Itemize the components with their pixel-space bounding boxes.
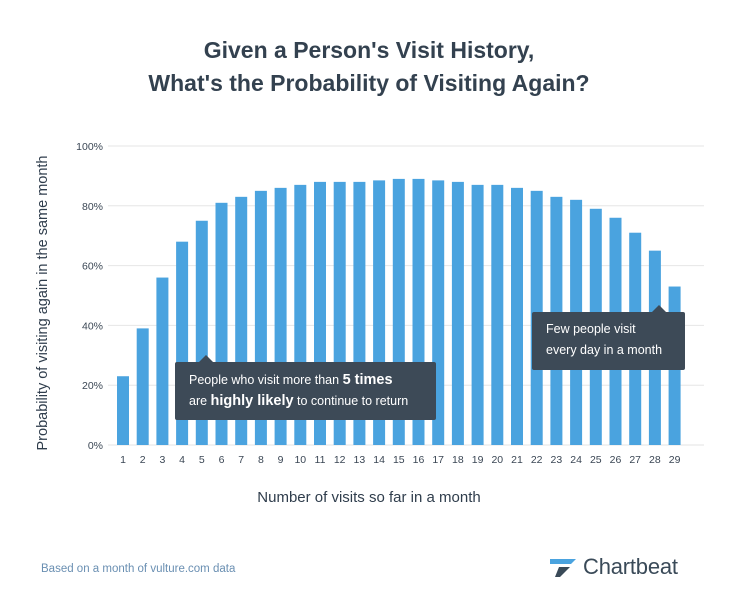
x-tick-label: 10 [294,454,306,466]
y-tick-label: 100% [76,141,103,153]
x-tick-label: 8 [258,454,264,466]
callout-left-emphasis-2: highly likely [210,393,294,409]
callout-left-text-3: to continue to return [293,394,409,408]
callout-daily-visitors: Few people visit every day in a month [532,305,685,370]
x-tick-label: 7 [238,454,244,466]
y-axis-label: Probability of visiting again in the sam… [35,155,51,451]
title-line-1: Given a Person's Visit History, [203,37,535,63]
x-tick-label: 20 [491,454,503,466]
x-tick-label: 9 [278,454,284,466]
x-axis-label-text: Number of visits so far in a month [257,489,481,506]
x-tick-label: 28 [649,454,661,466]
x-tick-label: 11 [315,454,326,466]
callout-left-text-1: People who visit more than [189,373,343,387]
y-tick-label: 60% [82,261,103,273]
y-tick-label: 40% [82,320,103,332]
x-tick-label: 23 [551,454,563,466]
brand-name: Chartbeat [583,554,678,579]
x-tick-label: 14 [373,454,385,466]
y-tick-label: 80% [82,201,103,213]
x-tick-label: 26 [610,454,622,466]
x-tick-label: 6 [219,454,225,466]
title-line-2: What's the Probability of Visiting Again… [148,70,590,96]
x-tick-label: 17 [432,454,444,466]
bar-20 [491,184,504,445]
x-tick-label: 1 [120,454,126,466]
x-tick-label: 21 [511,454,523,466]
x-tick-label: 19 [472,454,484,466]
callout-left-emphasis-1: 5 times [342,372,393,388]
callout-right-line-1: Few people visit [546,322,636,336]
x-tick-label: 4 [179,454,185,466]
x-axis-label: Number of visits so far in a month [0,489,738,506]
x-tick-label: 2 [140,454,146,466]
bar-18 [451,181,464,445]
chartbeat-logo-icon [550,559,576,577]
bar-2 [136,328,149,445]
x-tick-label: 15 [393,454,405,466]
bar-19 [471,184,484,445]
x-tick-label: 16 [413,454,425,466]
y-tick-label: 20% [82,380,103,392]
data-source-note: Based on a month of vulture.com data [41,563,236,575]
x-tick-label: 5 [199,454,205,466]
x-tick-label: 13 [354,454,366,466]
chart-title: Given a Person's Visit History, What's t… [0,34,738,100]
chartbeat-logo: Chartbeat [549,551,678,583]
x-tick-label: 18 [452,454,464,466]
y-tick-label: 0% [88,440,103,452]
bar-3 [156,277,169,445]
x-tick-label: 29 [669,454,681,466]
callout-right-line-2: every day in a month [546,343,663,357]
x-tick-label: 12 [334,454,346,466]
bar-1 [117,376,129,445]
x-tick-label: 25 [590,454,602,466]
x-tick-label: 22 [531,454,543,466]
x-tick-label: 3 [159,454,165,466]
callout-frequent-visitors: People who visit more than 5 times are h… [175,355,436,420]
x-tick-label: 27 [629,454,641,466]
callout-left-text-2: are [189,394,211,408]
bar-21 [511,187,523,446]
x-tick-label: 24 [570,454,582,466]
